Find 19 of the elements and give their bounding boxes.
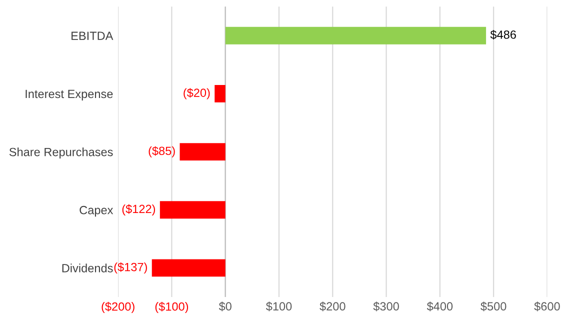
x-tick-label: $100 <box>266 302 292 312</box>
x-tick-label: $0 <box>218 302 232 312</box>
x-tick-label: $600 <box>534 302 560 312</box>
x-tick-label: $500 <box>480 302 506 312</box>
y-tick-label: EBITDA <box>72 32 114 40</box>
data-label: ($137) <box>114 262 147 274</box>
y-tick-label: Interest Expense <box>26 90 113 100</box>
data-label: ($122) <box>122 204 156 216</box>
x-tick-label: ($100) <box>155 302 188 314</box>
data-label: $486 <box>490 30 516 40</box>
y-tick-label: Capex <box>80 206 114 217</box>
y-tick-label: Dividends <box>62 264 113 272</box>
data-label: ($20) <box>184 88 210 100</box>
x-tick-label: $200 <box>320 302 346 312</box>
x-tick-label: $300 <box>373 302 399 312</box>
x-tick-label: ($200) <box>102 302 134 314</box>
y-tick-label: Share Repurchases <box>9 148 113 159</box>
data-label: ($85) <box>148 146 175 158</box>
x-tick-label: $400 <box>426 302 453 312</box>
